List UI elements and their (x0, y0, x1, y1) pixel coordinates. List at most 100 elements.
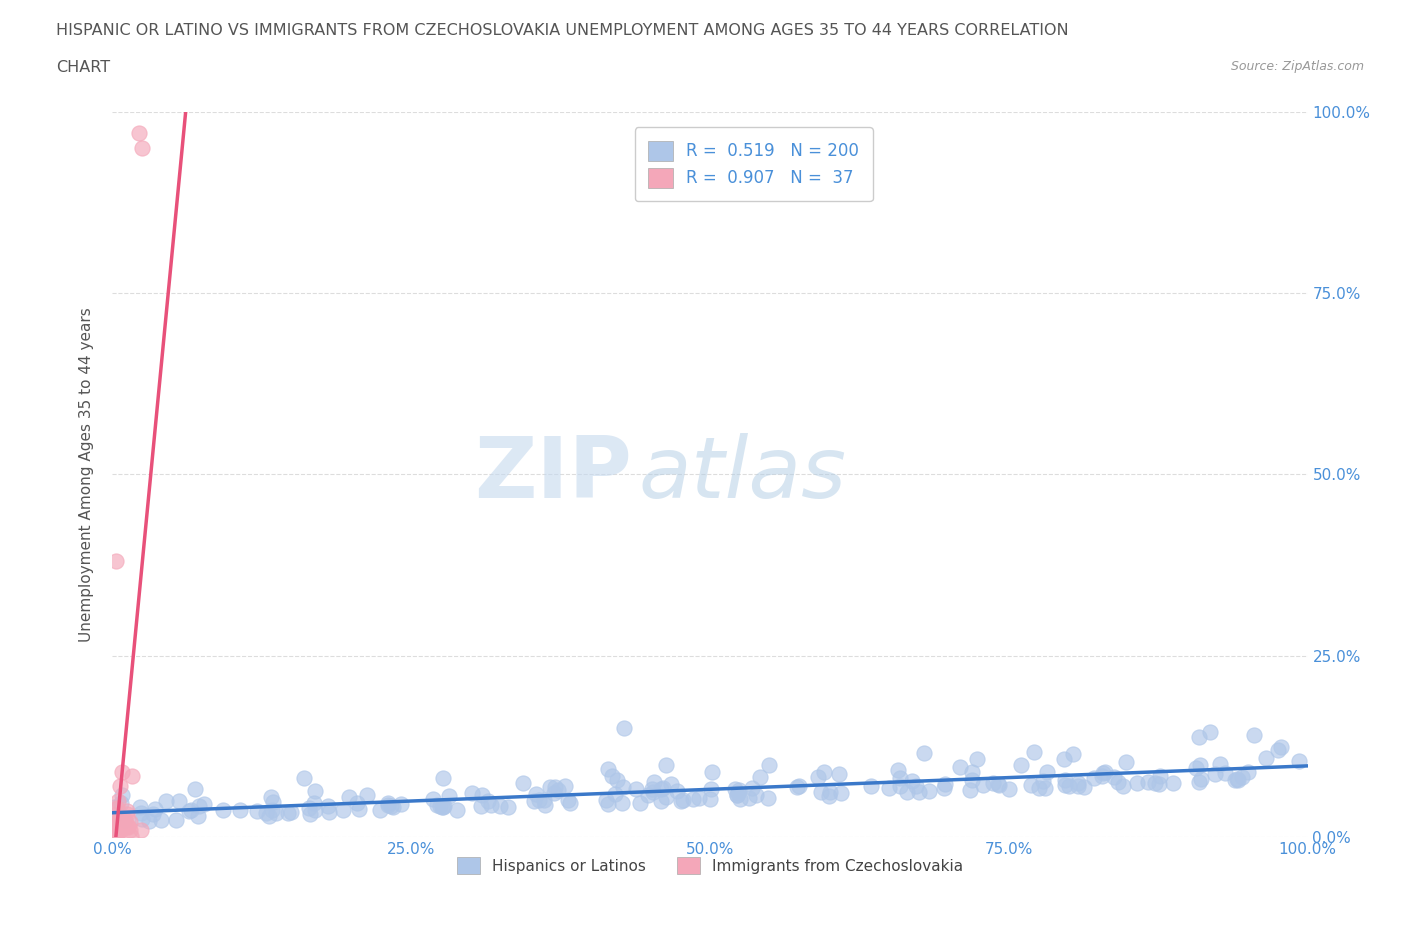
Point (103, 830, 125, 844)
Point (1091, 768, 1114, 783)
Point (426, 798, 449, 813)
Point (111, 788, 134, 803)
Point (700, 781, 723, 796)
Point (470, 799, 492, 814)
Point (337, 790, 360, 804)
Point (104, 819, 127, 834)
Point (111, 764, 134, 779)
Point (1024, 745, 1046, 760)
Point (1254, 751, 1277, 765)
Point (229, 803, 252, 817)
Text: CHART: CHART (56, 60, 110, 75)
Point (818, 789, 841, 804)
Point (180, 803, 202, 817)
Point (1149, 769, 1171, 784)
Point (1136, 774, 1159, 789)
Point (432, 800, 454, 815)
Point (603, 787, 626, 802)
Point (810, 784, 832, 799)
Point (187, 808, 209, 823)
Point (460, 786, 482, 801)
Text: HISPANIC OR LATINO VS IMMIGRANTS FROM CZECHOSLOVAKIA UNEMPLOYMENT AMONG AGES 35 : HISPANIC OR LATINO VS IMMIGRANTS FROM CZ… (56, 23, 1069, 38)
Point (538, 780, 561, 795)
Point (1188, 729, 1211, 744)
Point (643, 775, 665, 790)
Point (193, 797, 215, 812)
Point (1267, 743, 1289, 758)
Point (756, 790, 779, 805)
Point (105, 826, 128, 841)
Point (138, 814, 160, 829)
Point (1243, 727, 1265, 742)
Point (1125, 776, 1147, 790)
Point (988, 777, 1011, 792)
Point (121, 768, 143, 783)
Point (637, 788, 659, 803)
Point (128, 126, 150, 140)
Point (1028, 781, 1050, 796)
Point (1188, 775, 1211, 790)
Point (107, 828, 129, 843)
Point (260, 803, 283, 817)
Point (1094, 764, 1116, 779)
Point (905, 778, 928, 793)
Point (115, 818, 138, 833)
Point (699, 791, 721, 806)
Point (1033, 780, 1056, 795)
Point (1288, 754, 1310, 769)
Point (661, 777, 683, 791)
Point (115, 806, 138, 821)
Point (129, 822, 152, 837)
Point (688, 790, 710, 805)
Point (1144, 776, 1167, 790)
Point (104, 826, 127, 841)
Point (1053, 773, 1076, 788)
Point (879, 780, 901, 795)
Point (741, 780, 763, 795)
Point (105, 554, 128, 569)
Point (1230, 770, 1253, 785)
Point (543, 785, 565, 800)
Point (758, 758, 780, 773)
Legend: Hispanics or Latinos, Immigrants from Czechoslovakia: Hispanics or Latinos, Immigrants from Cz… (451, 851, 969, 880)
Point (368, 803, 391, 817)
Point (107, 822, 129, 837)
Point (433, 798, 456, 813)
Point (612, 779, 634, 794)
Point (143, 802, 166, 817)
Point (346, 795, 368, 810)
Point (446, 802, 468, 817)
Point (1036, 764, 1059, 779)
Point (108, 778, 131, 793)
Point (610, 796, 633, 811)
Point (966, 751, 988, 766)
Point (101, 807, 124, 822)
Point (641, 784, 664, 799)
Point (292, 770, 315, 785)
Point (187, 798, 209, 813)
Point (110, 796, 132, 811)
Point (1107, 774, 1129, 789)
Point (557, 792, 579, 807)
Point (380, 799, 402, 814)
Point (104, 829, 127, 844)
Point (107, 812, 129, 827)
Point (889, 778, 911, 793)
Point (533, 798, 555, 813)
Point (728, 792, 751, 807)
Point (1057, 778, 1080, 793)
Point (103, 825, 125, 840)
Point (1019, 777, 1042, 792)
Point (260, 790, 283, 804)
Point (1091, 765, 1114, 780)
Point (117, 804, 139, 819)
Point (155, 793, 177, 808)
Point (1062, 746, 1084, 761)
Point (280, 805, 302, 820)
Point (598, 762, 620, 777)
Point (655, 757, 678, 772)
Point (131, 812, 153, 827)
Point (302, 795, 325, 810)
Point (524, 786, 547, 801)
Point (1073, 779, 1095, 794)
